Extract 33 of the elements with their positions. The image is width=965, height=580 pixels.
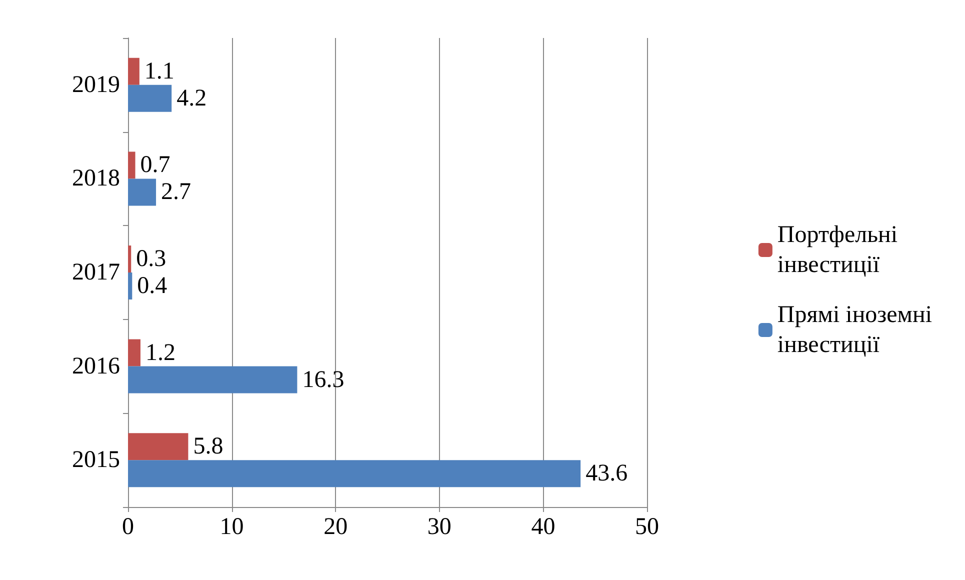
- x-tick-label: 30: [427, 514, 452, 540]
- y-tick-label: 2018: [72, 166, 120, 192]
- data-label: 2.7: [161, 179, 192, 206]
- bar: [128, 272, 132, 300]
- bar: [128, 84, 172, 112]
- bar: [128, 433, 188, 460]
- data-label: 4.2: [176, 85, 207, 112]
- data-label: 0.4: [137, 273, 168, 299]
- x-tick-label: 10: [220, 514, 244, 540]
- data-label: 5.8: [193, 434, 224, 460]
- data-label: 1.2: [145, 340, 176, 366]
- data-label: 16.3: [302, 366, 344, 393]
- bar: [128, 246, 132, 272]
- bar: [128, 152, 136, 179]
- y-tick-label: 2019: [72, 72, 120, 98]
- data-label: 0.3: [136, 246, 166, 272]
- x-tick-label: 50: [635, 514, 659, 540]
- x-tick-label: 40: [531, 514, 556, 540]
- y-tick-label: 2016: [72, 353, 120, 380]
- x-tick-label: 0: [122, 514, 134, 540]
- data-label: 0.7: [140, 152, 170, 178]
- bar: [128, 58, 140, 85]
- data-label: 43.6: [586, 460, 628, 487]
- x-tick-label: 20: [324, 514, 348, 540]
- bar: [128, 366, 298, 394]
- legend-label: Прямі іноземні інвестиції: [777, 302, 932, 358]
- bar: [128, 178, 156, 206]
- legend-label: Портфельні інвестиції: [777, 222, 898, 278]
- y-tick-label: 2017: [72, 260, 120, 286]
- bar: [128, 339, 140, 366]
- y-tick-label: 2015: [72, 447, 120, 474]
- data-label: 1.1: [144, 58, 174, 84]
- bar: [128, 460, 581, 488]
